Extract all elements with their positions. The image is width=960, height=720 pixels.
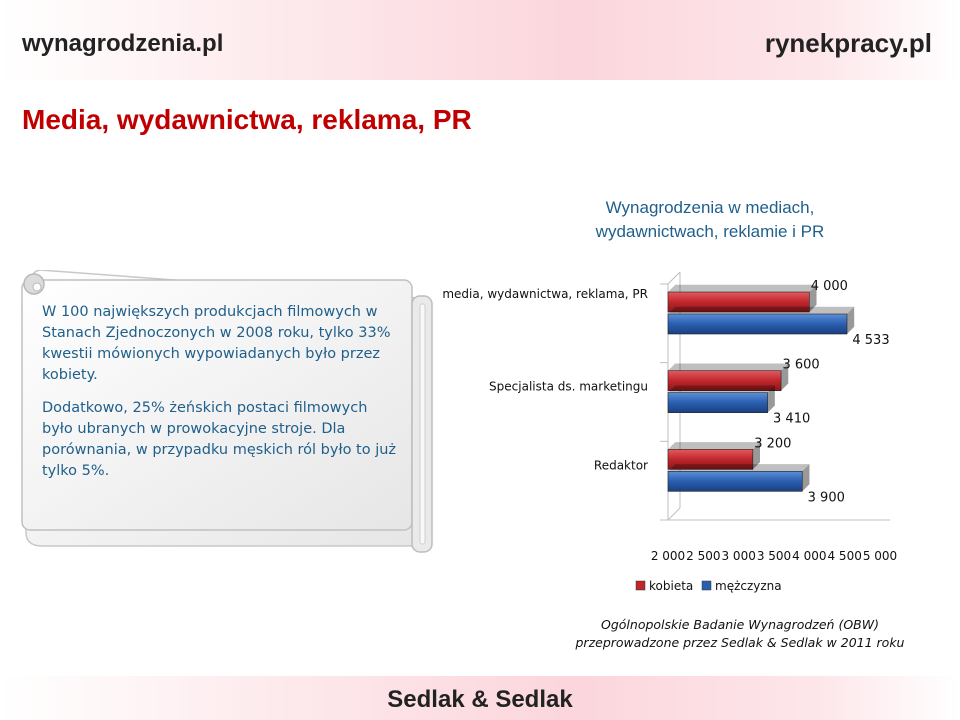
chart-title: Wynagrodzenia w mediach, wydawnictwach, … (595, 198, 825, 241)
source-note: Ogólnopolskie Badanie Wynagrodzeń (OBW) … (560, 616, 920, 652)
x-tick-label: 2 500 (686, 549, 720, 563)
bar-mezczyzna-0 (667, 306, 855, 335)
bar-kobieta-1-top (668, 363, 789, 371)
bar-mezczyzna-0-side (846, 306, 855, 334)
bar-mezczyzna-2 (667, 464, 810, 492)
bar-mezczyzna-0-face (667, 313, 848, 335)
bar-kobieta-1-side (781, 363, 789, 391)
logo-rynekpracy[interactable]: rynekpracy.pl (764, 28, 932, 58)
source-line-2: przeprowadzone przez Sedlak & Sedlak w 2… (575, 635, 905, 650)
page-title: Media, wydawnictwa, reklama, PR (22, 104, 472, 135)
x-tick-label: 3 500 (757, 549, 791, 563)
bar-kobieta-0-face (667, 291, 810, 313)
bar-kobieta-0-top (668, 284, 817, 292)
data-label-kobieta: 3 600 (782, 358, 819, 373)
axis-floor (667, 507, 681, 521)
footer-bar (0, 676, 960, 720)
scroll-paragraph-2: Dodatkowo, 25% żeńskich postaci filmowyc… (42, 400, 397, 479)
x-tick-label: 3 000 (721, 549, 755, 563)
bar-mezczyzna-1-top (668, 385, 775, 393)
data-label-mezczyzna: 4 533 (852, 333, 889, 348)
bar-kobieta-2-top (668, 442, 760, 450)
scroll-text: W 100 największych produkcjach filmowych… (42, 302, 402, 494)
category-label: Redaktor (594, 458, 648, 472)
bar-kobieta-2 (667, 442, 760, 470)
data-label-mezczyzna: 3 410 (773, 412, 810, 427)
legend-label-0: kobieta (649, 579, 693, 593)
bar-kobieta-1-face (667, 370, 782, 391)
source-line-1: Ogólnopolskie Badanie Wynagrodzeń (OBW) (601, 617, 879, 632)
legend-label-1: mężczyzna (715, 579, 782, 593)
bar-mezczyzna-1 (667, 385, 775, 413)
footer-brand: Sedlak & Sedlak (387, 686, 573, 713)
data-label-mezczyzna: 3 900 (808, 490, 845, 505)
chart-bars (667, 284, 855, 492)
bar-mezczyzna-2-face (667, 471, 803, 492)
header-bar (0, 0, 960, 80)
logo-wynagrodzenia[interactable]: wynagrodzenia.pl (22, 30, 224, 57)
scroll-panel (21, 270, 433, 553)
data-label-kobieta: 3 200 (754, 436, 791, 451)
data-label-kobieta: 4 000 (811, 279, 848, 294)
bar-kobieta-2-face (667, 449, 754, 470)
chart-legend: kobieta mężczyzna (635, 579, 782, 593)
x-tick-label: 2 000 (651, 549, 685, 563)
bar-mezczyzna-1-face (667, 392, 768, 413)
category-label: Specjalista ds. marketingu (489, 380, 648, 394)
x-tick-label: 4 000 (792, 549, 826, 563)
legend-swatch-0 (635, 580, 646, 591)
category-label: media, wydawnictwa, reklama, PR (442, 287, 648, 301)
bar-kobieta-1 (667, 363, 789, 391)
x-tick-label: 4 500 (827, 549, 861, 563)
bar-kobieta-2-side (752, 442, 760, 470)
scroll-paragraph-1: W 100 największych produkcjach filmowych… (42, 304, 391, 383)
bar-mezczyzna-2-top (668, 464, 810, 472)
bar-mezczyzna-1-side (767, 385, 775, 413)
bar-kobieta-0-side (809, 284, 817, 312)
bar-kobieta-0 (667, 284, 817, 313)
legend-swatch-1 (701, 580, 712, 591)
bar-mezczyzna-0-top (668, 306, 855, 314)
bar-mezczyzna-2-side (802, 464, 810, 492)
x-tick-label: 5 000 (863, 549, 897, 563)
